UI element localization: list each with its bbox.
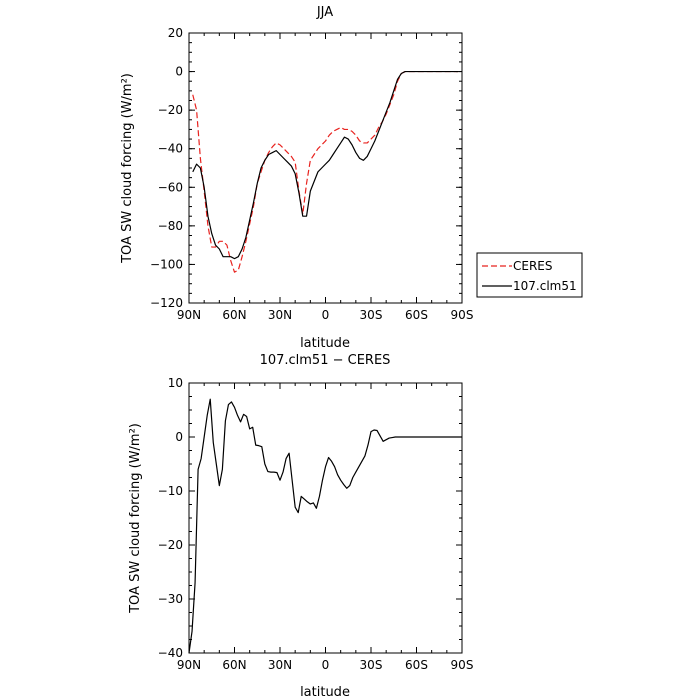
y-axis-label-bottom: TOA SW cloud forcing (W/m²) — [128, 423, 143, 614]
y-tick-label-top: −100 — [150, 257, 183, 271]
x-axis-label-bottom: latitude — [300, 685, 350, 700]
y-tick-label-top: −120 — [150, 296, 183, 310]
series-line-bottom-0 — [188, 398, 462, 654]
y-tick-label-bottom: −10 — [158, 484, 183, 498]
x-tick-label-top: 0 — [322, 308, 330, 322]
x-tick-label-bottom: 0 — [322, 658, 330, 672]
x-tick-label-top: 90N — [177, 308, 201, 322]
x-tick-label-bottom: 90S — [451, 658, 474, 672]
chart-title-bottom: 107.clm51 − CERES — [260, 353, 391, 368]
x-tick-label-bottom: 60S — [405, 658, 428, 672]
y-tick-label-top: 0 — [175, 65, 183, 79]
y-tick-label-bottom: −40 — [158, 646, 183, 660]
chart-title-top: JJA — [316, 5, 333, 20]
y-tick-label-top: 20 — [168, 26, 183, 40]
y-tick-label-bottom: −20 — [158, 538, 183, 552]
x-tick-label-bottom: 60N — [222, 658, 246, 672]
legend-box — [476, 252, 583, 298]
y-tick-label-top: −40 — [158, 142, 183, 156]
x-axis-label-top: latitude — [300, 336, 350, 351]
y-tick-label-top: −20 — [158, 103, 183, 117]
y-tick-label-bottom: 10 — [168, 376, 183, 390]
x-tick-label-top: 30N — [268, 308, 292, 322]
x-tick-label-top: 60S — [405, 308, 428, 322]
panel-bottom: 107.clm51 − CERES 90N 60N 30N 0 30S 60S 90S 10 0… — [128, 353, 473, 700]
y-tick-label-top: −80 — [158, 219, 183, 233]
x-tick-label-bottom: 30S — [360, 658, 383, 672]
series-line-top-0 — [192, 70, 459, 273]
y-tick-label-top: −60 — [158, 180, 183, 194]
legend-label-clm51: 107.clm51 — [513, 279, 577, 293]
x-tick-label-top: 60N — [222, 308, 246, 322]
y-tick-label-bottom: 0 — [175, 430, 183, 444]
x-tick-label-bottom: 30N — [268, 658, 292, 672]
series-line-top-1 — [192, 70, 459, 260]
x-tick-label-top: 30S — [360, 308, 383, 322]
y-tick-label-bottom: −30 — [158, 592, 183, 606]
y-axis-label-top: TOA SW cloud forcing (W/m²) — [120, 73, 135, 264]
x-tick-label-top: 90S — [451, 308, 474, 322]
plot-frame-top — [188, 32, 463, 304]
legend: CERES 107.clm51 — [476, 252, 583, 298]
legend-label-ceres: CERES — [513, 259, 553, 273]
panel-top: JJA 90N 60N 30N 0 30S 60S 90S 20 0 −20 −40 −60 −80 −1… — [120, 5, 583, 351]
x-tick-label-bottom: 90N — [177, 658, 201, 672]
plot-frame-bottom — [188, 382, 463, 654]
